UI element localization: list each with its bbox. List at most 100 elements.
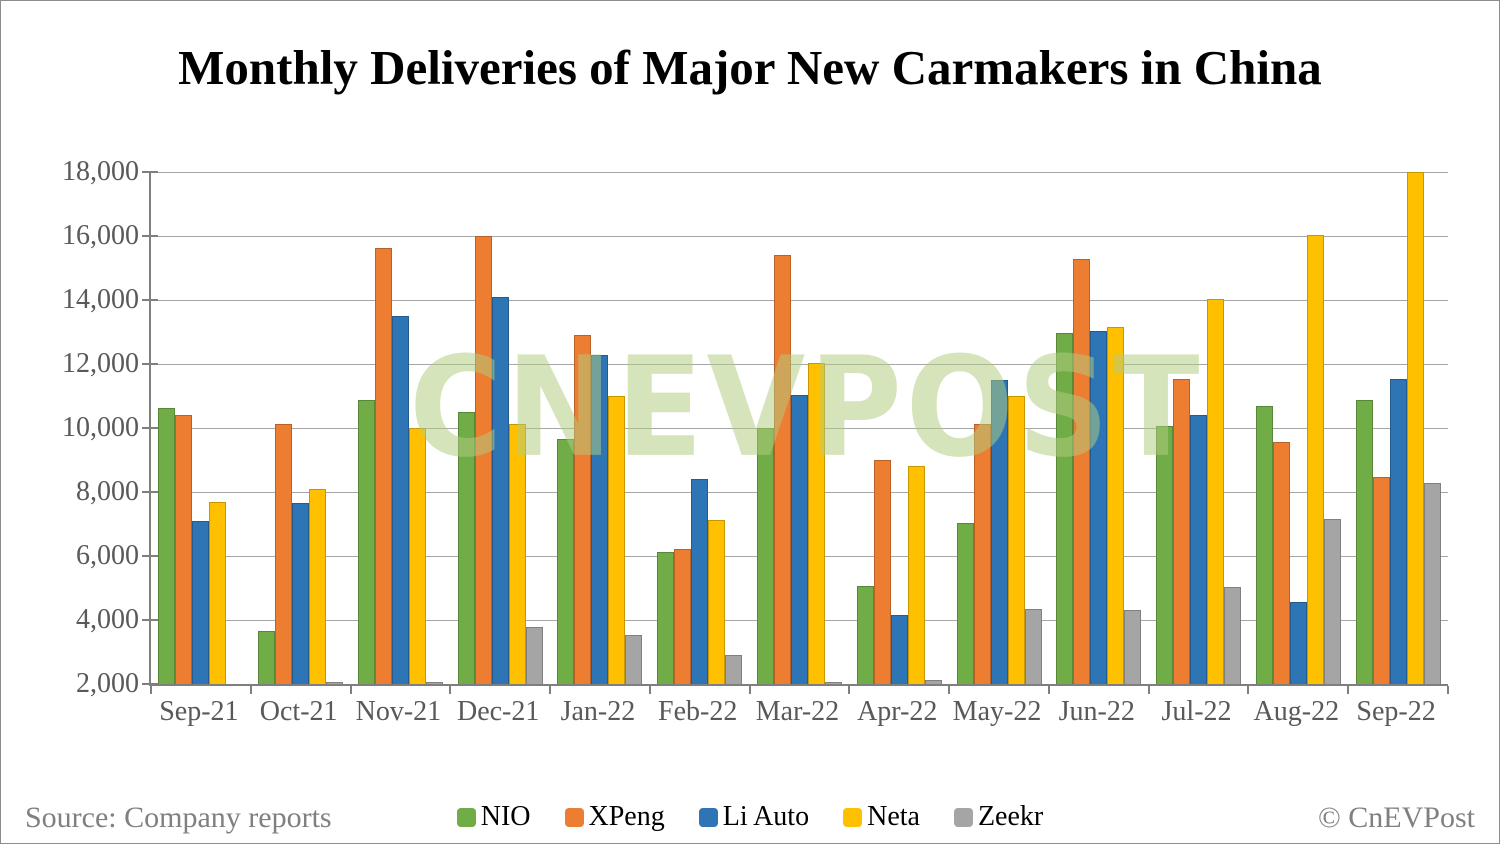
bar-zeekr-mar-22: [824, 682, 842, 684]
bar-groups: [151, 171, 1448, 684]
legend-item-xpeng: XPeng: [564, 801, 665, 833]
bar-neta-may-22: [1007, 395, 1025, 684]
y-tick-14000: [142, 299, 158, 301]
bar-xpeng-may-22: [973, 424, 991, 684]
bar-nio-jun-22: [1056, 333, 1074, 684]
bar-neta-dec-21: [508, 423, 526, 684]
bar-xpeng-apr-22: [873, 459, 891, 684]
bar-nio-may-22: [956, 523, 974, 684]
bar-li-auto-mar-22: [790, 394, 808, 684]
legend-item-li-auto: Li Auto: [698, 801, 810, 833]
x-label-oct-21: Oct-21: [259, 696, 338, 727]
gridline-18000: [151, 172, 1448, 173]
bar-neta-mar-22: [807, 363, 825, 684]
legend-swatch-icon-zeekr: [953, 807, 973, 827]
bar-neta-sep-22: [1406, 171, 1424, 684]
bar-li-auto-nov-21: [391, 316, 409, 684]
legend-swatch-icon-li-auto: [698, 807, 718, 827]
bar-li-auto-dec-21: [491, 297, 509, 684]
bar-neta-sep-21: [209, 501, 227, 684]
bar-xpeng-feb-22: [674, 548, 692, 684]
bar-group-may-22: [949, 172, 1049, 684]
bar-zeekr-sep-22: [1423, 483, 1441, 684]
copyright-note: © CnEVPost: [1318, 801, 1475, 834]
x-label-dec-21: Dec-21: [456, 696, 540, 727]
bar-zeekr-aug-22: [1323, 518, 1341, 684]
x-label-apr-22: Apr-22: [857, 696, 938, 727]
bar-group-feb-22: [650, 172, 750, 684]
y-tick-18000: [142, 171, 158, 173]
x-axis-labels: Sep-21 Oct-21 Nov-21 Dec-21 Jan-22 Feb-22 Mar-…: [149, 696, 1446, 728]
legend: NIO XPeng Li Auto Neta Zeekr: [1, 801, 1499, 833]
bar-neta-aug-22: [1306, 235, 1324, 684]
bar-zeekr-apr-22: [924, 679, 942, 684]
bar-zeekr-may-22: [1024, 609, 1042, 684]
y-tick-12000: [142, 363, 158, 365]
x-label-jan-22: Jan-22: [560, 696, 636, 727]
x-label-jun-22: Jun-22: [1058, 696, 1135, 727]
x-label-mar-22: Mar-22: [755, 696, 840, 727]
x-label-sep-22: Sep-22: [1356, 696, 1436, 727]
legend-label-neta: Neta: [867, 801, 920, 832]
legend-swatch-icon-xpeng: [564, 807, 584, 827]
bar-group-jun-22: [1049, 172, 1149, 684]
bar-nio-aug-22: [1255, 406, 1273, 684]
x-tick-9: [1047, 686, 1050, 694]
y-tick-6000: [142, 555, 158, 557]
bar-zeekr-dec-21: [525, 626, 543, 684]
bar-group-sep-22: [1348, 171, 1448, 684]
bar-neta-apr-22: [907, 465, 925, 684]
y-label-16000: 16,000: [62, 220, 139, 251]
bar-xpeng-sep-21: [175, 414, 193, 684]
x-label-may-22: May-22: [952, 696, 1042, 727]
x-tick-8: [948, 686, 951, 694]
bar-group-jan-22: [550, 172, 650, 684]
x-tick-7: [848, 686, 851, 694]
legend-label-zeekr: Zeekr: [977, 801, 1044, 832]
bar-nio-jan-22: [557, 439, 575, 684]
legend-item-zeekr: Zeekr: [953, 801, 1044, 833]
bar-xpeng-dec-21: [474, 236, 492, 684]
x-label-jul-22: Jul-22: [1161, 696, 1232, 727]
bar-li-auto-oct-21: [292, 503, 310, 684]
bar-zeekr-feb-22: [725, 654, 743, 684]
bar-neta-oct-21: [309, 488, 327, 684]
bar-group-nov-21: [351, 172, 451, 684]
bar-zeekr-nov-21: [425, 682, 443, 684]
y-label-10000: 10,000: [62, 412, 139, 443]
y-label-12000: 12,000: [62, 348, 139, 379]
gridline-14000: [151, 300, 1448, 301]
bar-li-auto-jun-22: [1090, 331, 1108, 684]
bar-neta-jul-22: [1207, 298, 1225, 684]
legend-label-li-auto: Li Auto: [722, 801, 810, 832]
x-tick-10: [1147, 686, 1150, 694]
bar-nio-dec-21: [457, 412, 475, 684]
legend-swatch-icon-nio: [456, 807, 476, 827]
bar-group-mar-22: [750, 172, 850, 684]
bar-nio-mar-22: [756, 428, 774, 684]
bar-nio-jul-22: [1156, 426, 1174, 684]
bar-nio-sep-21: [158, 407, 176, 684]
y-tick-8000: [142, 491, 158, 493]
legend-label-nio: NIO: [480, 801, 531, 832]
bar-nio-oct-21: [258, 630, 276, 684]
bar-nio-sep-22: [1355, 399, 1373, 684]
bar-group-dec-21: [450, 172, 550, 684]
bar-li-auto-feb-22: [691, 478, 709, 684]
bar-group-jul-22: [1149, 172, 1249, 684]
bar-group-oct-21: [251, 172, 351, 684]
x-tick-1: [249, 686, 252, 694]
legend-item-nio: NIO: [456, 801, 531, 833]
x-tick-11: [1247, 686, 1250, 694]
x-tick-13: [1447, 686, 1449, 694]
bar-group-apr-22: [849, 172, 949, 684]
bar-neta-nov-21: [408, 427, 426, 684]
bar-group-sep-21: [151, 172, 251, 684]
x-tick-12: [1347, 686, 1350, 694]
x-label-aug-22: Aug-22: [1253, 696, 1340, 727]
legend-label-xpeng: XPeng: [588, 801, 665, 832]
gridline-12000: [151, 364, 1448, 365]
bar-li-auto-jul-22: [1190, 414, 1208, 684]
bar-xpeng-oct-21: [275, 423, 293, 684]
